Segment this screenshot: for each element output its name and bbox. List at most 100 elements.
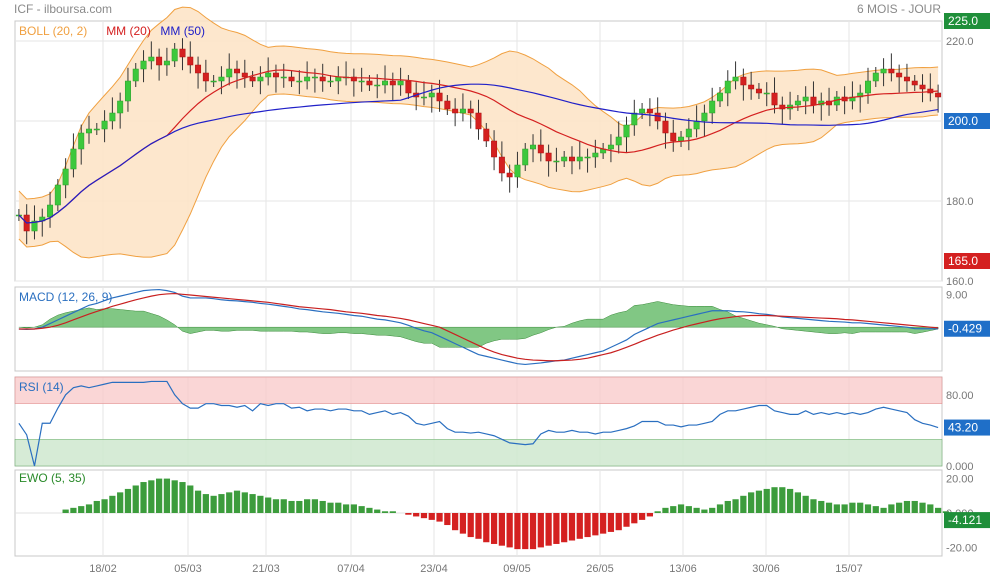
ewo-bar-positive bbox=[880, 507, 887, 513]
ewo-bar-negative bbox=[413, 513, 420, 517]
candle-body-up bbox=[140, 60, 147, 70]
candle-body-up bbox=[872, 72, 879, 82]
candle-body-up bbox=[327, 80, 334, 83]
ewo-bar-positive bbox=[265, 497, 272, 513]
candle-body-up bbox=[171, 48, 178, 62]
ewo-bar-negative bbox=[537, 513, 544, 548]
ewo-bar-positive bbox=[670, 506, 677, 513]
candle-body-up bbox=[514, 164, 521, 178]
ewo-bar-negative bbox=[514, 513, 521, 550]
candle-body-down bbox=[654, 112, 661, 122]
ewo-bar-positive bbox=[202, 494, 209, 513]
ma20-line bbox=[18, 69, 939, 224]
candle bbox=[763, 82, 770, 107]
candle bbox=[498, 141, 505, 182]
ewo-bar-positive bbox=[662, 507, 669, 513]
candle bbox=[794, 95, 801, 111]
candle-body-down bbox=[483, 128, 490, 142]
ewo-bar-positive bbox=[132, 485, 139, 513]
ewo-bar-positive bbox=[794, 492, 802, 513]
candle-body-down bbox=[405, 80, 412, 94]
candle-body-up bbox=[93, 128, 100, 131]
ewo-bar-positive bbox=[350, 504, 357, 513]
candle bbox=[639, 103, 646, 119]
candle bbox=[530, 134, 537, 163]
bollinger-upper-line bbox=[18, 6, 939, 200]
value-tag-bg bbox=[944, 512, 990, 529]
candle bbox=[903, 63, 910, 92]
ewo-bar-positive bbox=[319, 500, 326, 513]
candle-body-down bbox=[241, 72, 248, 78]
candle-body-down bbox=[935, 92, 942, 98]
candle bbox=[397, 67, 404, 96]
ewo-bar-negative bbox=[459, 513, 467, 534]
candle-body-up bbox=[280, 76, 287, 79]
candle bbox=[210, 75, 217, 87]
candle-body-up bbox=[685, 128, 692, 138]
candle-body-up bbox=[717, 92, 723, 102]
candle-body-down bbox=[288, 76, 295, 82]
candle-body-up bbox=[62, 168, 69, 186]
ewo-bar-negative bbox=[553, 513, 560, 544]
candle bbox=[709, 87, 716, 124]
macd-histogram bbox=[18, 301, 939, 348]
ewo-bar-positive bbox=[841, 504, 848, 513]
ewo-bar-positive bbox=[163, 478, 171, 513]
candle-body-up bbox=[561, 156, 568, 162]
ewo-bar-positive bbox=[280, 499, 287, 513]
ewo-bar-positive bbox=[187, 485, 194, 513]
candle-body-down bbox=[195, 64, 202, 74]
ewo-bar-positive bbox=[709, 507, 716, 513]
candle bbox=[78, 124, 85, 165]
candle bbox=[249, 71, 256, 87]
ewo-bar-positive bbox=[677, 504, 685, 513]
candle-body-up bbox=[530, 144, 537, 150]
candle bbox=[717, 87, 723, 107]
candle-body-up bbox=[623, 124, 630, 138]
ewo-bar-positive bbox=[171, 480, 178, 513]
candle-body-down bbox=[156, 56, 163, 66]
candle bbox=[195, 56, 202, 89]
ewo-bar-positive bbox=[327, 502, 334, 513]
y-tick-label: 220.0 bbox=[946, 36, 974, 48]
candle-body-up bbox=[763, 92, 770, 95]
candle-body-down bbox=[350, 76, 357, 82]
y-tick-label: 80.00 bbox=[946, 390, 974, 402]
ewo-bar-positive bbox=[257, 495, 264, 513]
candle bbox=[615, 121, 622, 154]
candle-body-up bbox=[802, 96, 809, 102]
x-tick-label: 18/02 bbox=[89, 563, 117, 575]
legend-item: BOLL (20, 2) bbox=[19, 24, 87, 38]
ewo-bar-positive bbox=[78, 506, 85, 513]
ewo-bar-positive bbox=[233, 490, 241, 513]
ewo-bar-positive bbox=[810, 499, 817, 513]
x-tick-label: 23/04 bbox=[420, 563, 448, 575]
candle-body-up bbox=[311, 76, 318, 79]
candle-body-up bbox=[296, 80, 303, 83]
candle bbox=[514, 151, 521, 188]
ewo-bar-negative bbox=[623, 513, 630, 527]
ewo-bar-negative bbox=[646, 513, 653, 517]
candle bbox=[459, 93, 466, 122]
candle-body-down bbox=[670, 132, 677, 142]
period-label[interactable]: 6 MOIS - JOUR bbox=[856, 2, 941, 16]
candle bbox=[701, 104, 708, 137]
candle-body-up bbox=[54, 184, 61, 206]
candle bbox=[171, 43, 178, 67]
candle-body-up bbox=[584, 156, 591, 159]
candle-body-down bbox=[389, 80, 396, 86]
candle-body-down bbox=[491, 140, 498, 158]
candle-body-down bbox=[366, 80, 373, 86]
candle-body-up bbox=[31, 220, 38, 232]
candle-body-up bbox=[553, 160, 560, 163]
ewo-bar-positive bbox=[825, 502, 833, 513]
candle bbox=[919, 74, 926, 103]
ewo-bar-positive bbox=[896, 502, 903, 513]
candle bbox=[124, 67, 131, 112]
ewo-bar-positive bbox=[366, 507, 373, 513]
ewo-bar-positive bbox=[833, 504, 840, 513]
candle bbox=[631, 99, 638, 136]
candle-body-down bbox=[272, 72, 279, 78]
value-tag-bg bbox=[944, 320, 990, 337]
candle bbox=[226, 53, 233, 86]
